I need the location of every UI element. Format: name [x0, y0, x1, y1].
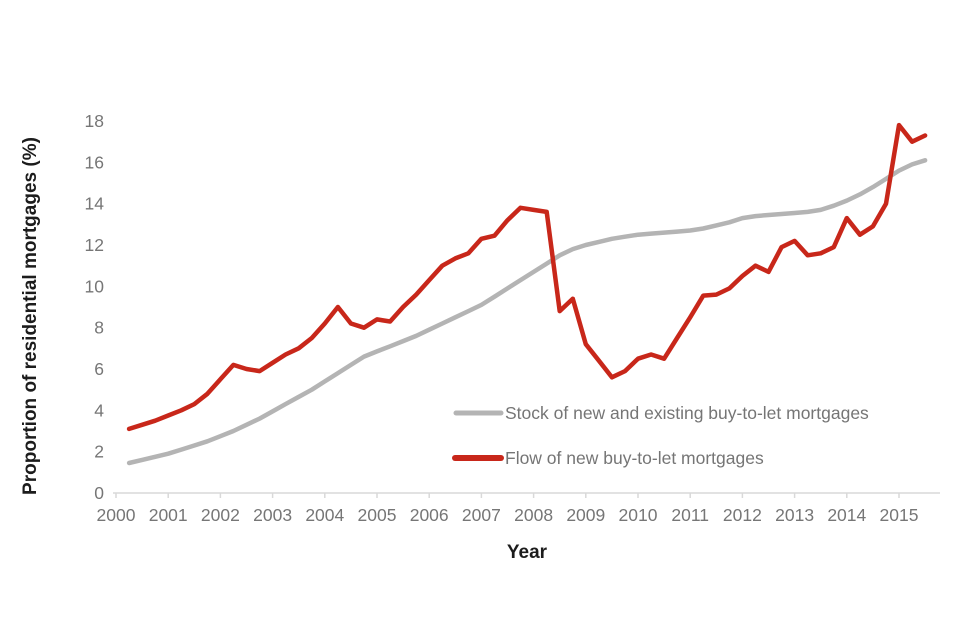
x-tick-label: 2006 — [410, 505, 449, 525]
x-tick-label: 2013 — [775, 505, 814, 525]
y-axis-tick-labels: 0 2 4 6 8 10 12 14 16 18 — [85, 111, 105, 503]
x-tick-label: 2002 — [201, 505, 240, 525]
x-axis — [113, 492, 940, 498]
y-tick-label: 8 — [94, 318, 104, 338]
y-tick-label: 16 — [85, 152, 104, 172]
stock-line-series — [126, 158, 928, 466]
x-tick-label: 2001 — [149, 505, 188, 525]
flow-line-series — [126, 122, 928, 432]
x-tick-label: 2014 — [827, 505, 866, 525]
y-tick-label: 2 — [94, 442, 104, 462]
x-tick-label: 2005 — [358, 505, 397, 525]
x-tick-label: 2009 — [566, 505, 605, 525]
y-tick-label: 10 — [85, 276, 105, 296]
x-tick-label: 2015 — [880, 505, 919, 525]
x-tick-label: 2012 — [723, 505, 762, 525]
x-tick-label: 2010 — [619, 505, 658, 525]
legend-item-stock: Stock of new and existing buy-to-let mor… — [453, 403, 869, 423]
legend-item-flow: Flow of new buy-to-let mortgages — [452, 448, 764, 468]
legend-label-flow: Flow of new buy-to-let mortgages — [505, 448, 764, 468]
chart-series — [126, 122, 928, 466]
legend: Stock of new and existing buy-to-let mor… — [452, 403, 869, 468]
y-axis-title: Proportion of residential mortgages (%) — [20, 137, 41, 495]
x-tick-label: 2000 — [97, 505, 136, 525]
y-tick-label: 14 — [85, 194, 105, 214]
x-axis-title: Year — [507, 542, 548, 563]
y-tick-label: 6 — [94, 359, 104, 379]
y-tick-label: 12 — [85, 235, 104, 255]
y-tick-label: 0 — [94, 483, 104, 503]
x-tick-label: 2007 — [462, 505, 501, 525]
x-tick-label: 2008 — [514, 505, 553, 525]
legend-label-stock: Stock of new and existing buy-to-let mor… — [505, 403, 869, 423]
y-tick-label: 18 — [85, 111, 104, 131]
x-axis-tick-labels: 2000 2001 2002 2003 2004 2005 2006 2007 2008 2009… — [97, 505, 919, 525]
x-tick-label: 2004 — [305, 505, 344, 525]
x-tick-label: 2011 — [671, 505, 709, 525]
x-tick-label: 2003 — [253, 505, 292, 525]
y-tick-label: 4 — [94, 400, 104, 420]
